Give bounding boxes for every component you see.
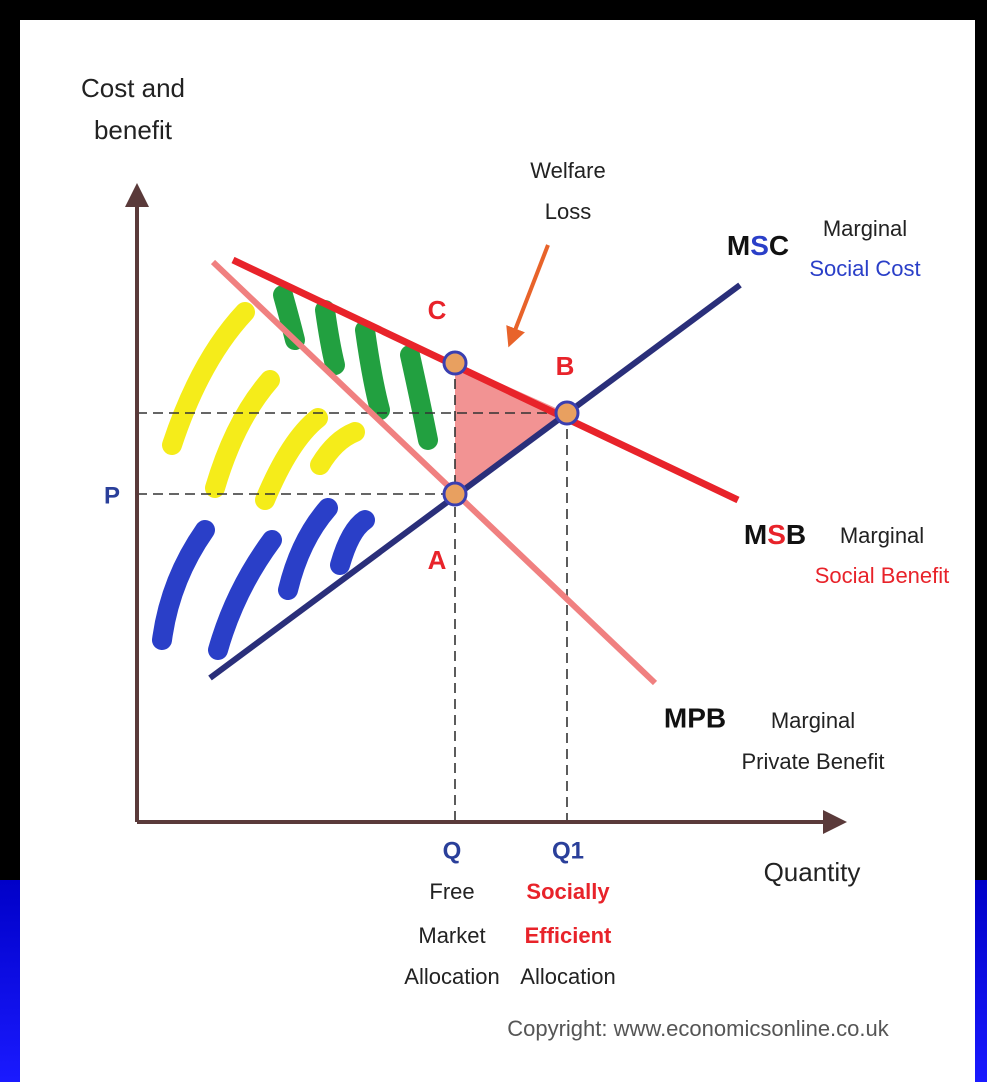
curve-name: Marginal (823, 216, 907, 241)
abbr-part: B (786, 519, 806, 550)
curve-name: Marginal (771, 708, 855, 733)
price-label: P (104, 482, 120, 509)
curve-name: Private Benefit (741, 749, 884, 774)
welfare-arrow (506, 244, 550, 348)
caption: Socially (526, 879, 610, 904)
point-label: C (428, 295, 447, 325)
quantity-label: Q1 (552, 837, 584, 864)
curve-name: Social Benefit (815, 563, 950, 588)
quantity-label: Q (443, 837, 462, 864)
bg-blue-right (975, 880, 987, 1082)
y-axis-label: Cost and (81, 73, 185, 103)
dashes (137, 363, 568, 822)
caption: Allocation (404, 964, 499, 989)
point-label: A (428, 545, 447, 575)
msb-abbr: MSB (744, 519, 806, 550)
copyright: Copyright: www.economicsonline.co.uk (507, 1016, 890, 1041)
welfare-label: Loss (545, 199, 591, 224)
panel (20, 20, 975, 1082)
bg-blue-left (0, 880, 20, 1082)
curve-name: Social Cost (809, 256, 920, 281)
curve-name: Marginal (840, 523, 924, 548)
mpb-abbr: MPB (664, 702, 726, 733)
abbr-part: S (767, 519, 786, 550)
caption: Free (429, 879, 474, 904)
scribbles (152, 285, 438, 660)
welfare-label: Welfare (530, 158, 605, 183)
mpb-line (210, 259, 658, 686)
msc-abbr: MSC (727, 230, 789, 261)
caption: Efficient (525, 923, 612, 948)
y-axis-label: benefit (94, 115, 173, 145)
point-label: B (556, 351, 575, 381)
abbr-part: M (744, 519, 767, 550)
msc-line (208, 282, 742, 681)
msb-line (231, 256, 740, 504)
caption: Market (418, 923, 485, 948)
abbr-part: C (769, 230, 789, 261)
caption: Allocation (520, 964, 615, 989)
points (442, 350, 580, 507)
x-axis-label: Quantity (764, 857, 861, 887)
welfare-loss-area (455, 363, 567, 494)
abbr-part: S (750, 230, 769, 261)
abbr-part: M (727, 230, 750, 261)
